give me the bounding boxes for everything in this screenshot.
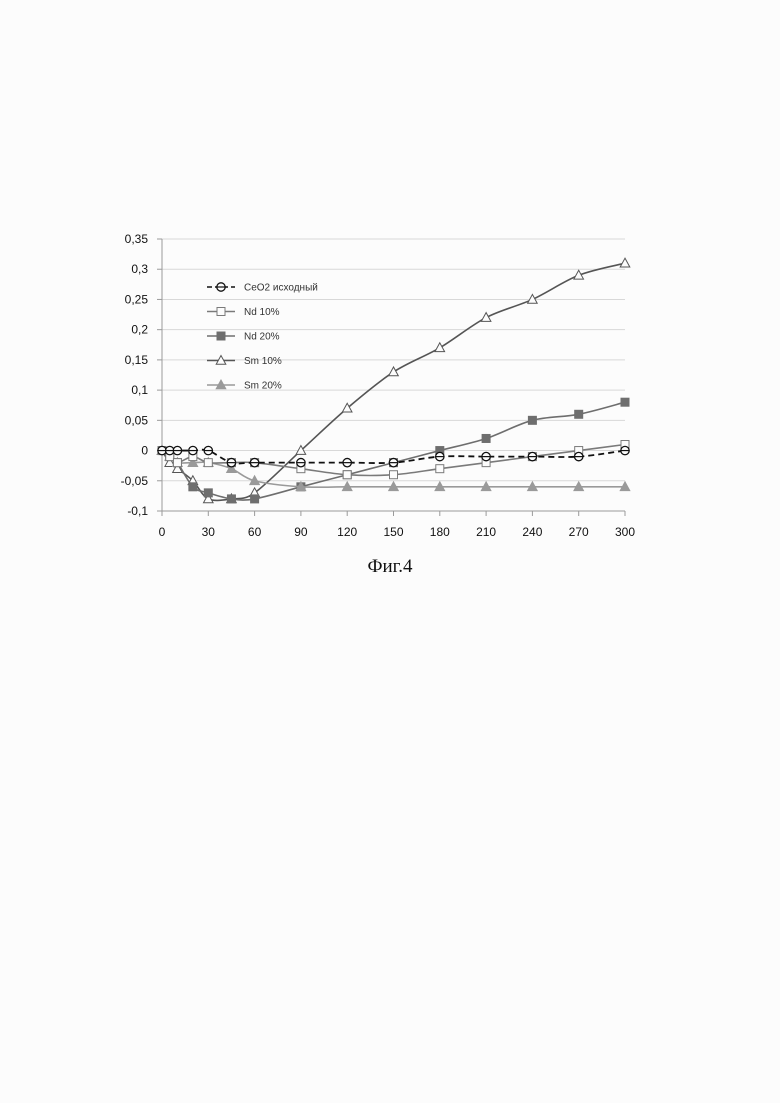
x-tick-label: 30: [202, 525, 216, 539]
y-tick-label: 0,35: [125, 232, 149, 246]
y-tick-label: 0,1: [131, 383, 148, 397]
data-point-nd-20: [189, 483, 197, 491]
data-point-nd-20: [528, 416, 536, 424]
data-point-sm-10: [435, 343, 445, 352]
data-point-ceo2: [297, 458, 305, 466]
x-tick-label: 0: [159, 525, 166, 539]
x-tick-label: 90: [294, 525, 308, 539]
legend-label-nd-10: Nd 10%: [244, 307, 280, 318]
legend-marker-nd-20: [217, 332, 225, 340]
legend-label-ceo2: CeO2 исходный: [244, 283, 318, 294]
data-point-ceo2: [343, 458, 351, 466]
y-tick-label: -0,1: [127, 504, 148, 518]
x-tick-label: 240: [522, 525, 542, 539]
data-point-ceo2: [250, 458, 258, 466]
data-point-nd-20: [621, 398, 629, 406]
data-point-nd-10: [173, 459, 181, 467]
data-point-nd-10: [343, 471, 351, 479]
data-point-ceo2: [189, 446, 197, 454]
y-tick-label: 0,3: [131, 262, 148, 276]
y-tick-label: 0,2: [131, 323, 148, 337]
y-tick-label: 0: [141, 444, 148, 458]
data-point-sm-10: [389, 367, 399, 376]
data-point-nd-20: [227, 495, 235, 503]
y-tick-label: 0,25: [125, 292, 149, 306]
data-point-ceo2: [575, 452, 583, 460]
figure-caption: Фиг.4: [0, 556, 780, 578]
x-tick-label: 210: [476, 525, 496, 539]
x-tick-label: 60: [248, 525, 262, 539]
data-point-ceo2: [204, 446, 212, 454]
data-point-ceo2: [482, 452, 490, 460]
data-point-sm-10: [481, 313, 491, 322]
axes: -0,1 -0,05 0 0,05 0,1 0,15 0,2 0,25 0,3 0,35 0 30 60…: [121, 232, 636, 539]
x-tick-label: 180: [430, 525, 450, 539]
y-tick-label: -0,05: [121, 474, 149, 488]
legend: CeO2 исходный Nd 10% Nd 20% Sm 10% Sm 20%: [207, 283, 318, 392]
x-tick-label: 120: [337, 525, 357, 539]
legend-label-sm-20: Sm 20%: [244, 381, 282, 392]
x-tick-label: 270: [569, 525, 589, 539]
data-point-ceo2: [173, 446, 181, 454]
data-point-nd-10: [390, 471, 398, 479]
legend-label-nd-20: Nd 20%: [244, 332, 280, 343]
data-point-ceo2: [528, 452, 536, 460]
data-point-ceo2: [389, 458, 397, 466]
x-tick-label: 150: [383, 525, 403, 539]
data-point-nd-20: [575, 410, 583, 418]
x-tick-label: 300: [615, 525, 635, 539]
legend-marker-ceo2: [217, 283, 225, 291]
data-point-nd-20: [204, 489, 212, 497]
data-point-nd-20: [251, 495, 259, 503]
y-tick-label: 0,05: [125, 413, 149, 427]
data-point-nd-10: [204, 459, 212, 467]
data-point-ceo2: [436, 452, 444, 460]
data-point-ceo2: [621, 446, 629, 454]
y-tick-label: 0,15: [125, 353, 149, 367]
legend-marker-nd-10: [217, 308, 225, 316]
data-point-ceo2: [227, 458, 235, 466]
data-point-nd-20: [482, 434, 490, 442]
data-point-nd-10: [436, 465, 444, 473]
data-point-sm-10: [528, 294, 538, 303]
legend-label-sm-10: Sm 10%: [244, 356, 282, 367]
series-lines: [157, 258, 630, 503]
data-point-sm-10: [620, 258, 630, 267]
